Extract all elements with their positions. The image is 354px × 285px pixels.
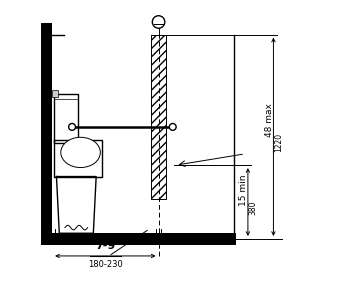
Bar [41, 23, 52, 245]
Text: 380: 380 [249, 200, 257, 215]
Circle shape [69, 123, 75, 130]
Circle shape [152, 16, 165, 28]
Bar [151, 35, 166, 199]
Ellipse shape [61, 137, 100, 168]
Text: 180-230: 180-230 [88, 260, 123, 270]
Text: 48 max: 48 max [265, 103, 274, 137]
Bar [41, 233, 236, 245]
Text: 15 min: 15 min [239, 175, 248, 206]
Bar [53, 94, 78, 142]
Text: 7-9: 7-9 [95, 241, 115, 251]
Text: 1220: 1220 [274, 133, 283, 152]
Bar [52, 90, 58, 97]
Circle shape [169, 123, 176, 130]
